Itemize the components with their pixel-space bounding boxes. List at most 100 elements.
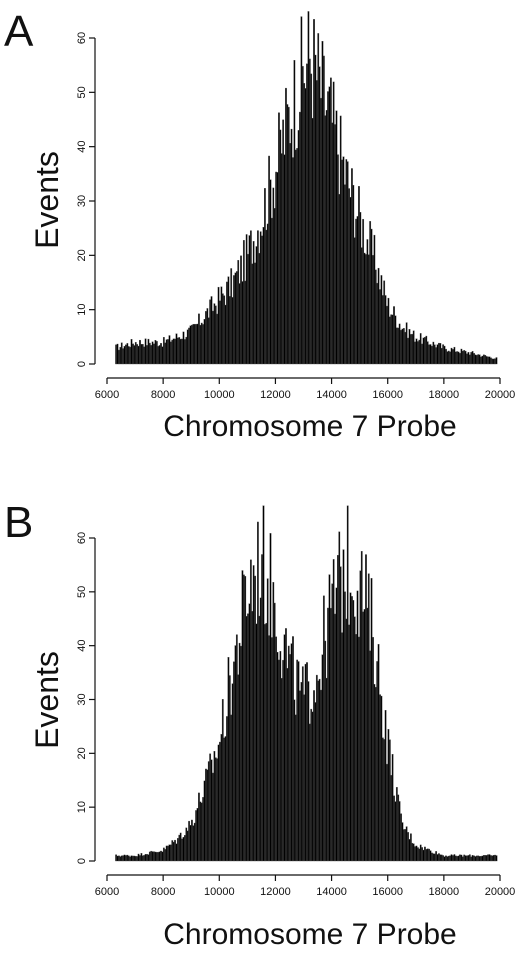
x-tick-label: 10000 bbox=[204, 886, 235, 898]
histogram-bar bbox=[263, 227, 264, 364]
histogram-bar bbox=[275, 637, 276, 861]
histogram-bar bbox=[406, 827, 407, 861]
x-tick-label: 12000 bbox=[260, 389, 291, 401]
histogram-bar bbox=[351, 596, 352, 861]
histogram-bar bbox=[179, 835, 180, 861]
histogram-bar bbox=[434, 854, 435, 861]
histogram-bar bbox=[167, 846, 168, 861]
histogram-bar bbox=[253, 241, 254, 364]
histogram-bar bbox=[271, 218, 272, 364]
histogram-bar bbox=[132, 344, 133, 364]
histogram-bar bbox=[236, 635, 237, 861]
histogram-bar bbox=[325, 116, 326, 364]
histogram-bar bbox=[160, 343, 161, 364]
histogram-bar bbox=[250, 231, 251, 364]
histogram-bar bbox=[396, 328, 397, 364]
histogram-bar bbox=[329, 87, 330, 364]
histogram-bar bbox=[343, 550, 344, 861]
histogram-bar bbox=[153, 344, 154, 364]
histogram-bar bbox=[280, 130, 281, 364]
histogram-bar bbox=[313, 690, 314, 861]
histogram-bar bbox=[444, 346, 445, 364]
histogram-bar bbox=[480, 856, 481, 861]
histogram-bar bbox=[395, 316, 396, 364]
histogram-bar bbox=[284, 635, 285, 861]
histogram-bar bbox=[388, 298, 389, 364]
histogram-bar bbox=[473, 856, 474, 861]
histogram-bar bbox=[461, 855, 462, 861]
histogram-bar bbox=[294, 60, 295, 364]
histogram-bar bbox=[226, 716, 227, 861]
histogram-bar bbox=[134, 856, 135, 861]
histogram-bar bbox=[362, 612, 363, 861]
histogram-bar bbox=[327, 608, 328, 861]
histogram-bar bbox=[181, 839, 182, 861]
histogram-bar bbox=[152, 342, 153, 364]
histogram-bar bbox=[287, 104, 288, 364]
histogram-bar bbox=[496, 856, 497, 861]
histogram-bar bbox=[301, 682, 302, 861]
histogram-bar bbox=[396, 787, 397, 861]
histogram-bar bbox=[125, 345, 126, 364]
histogram-bar bbox=[285, 88, 286, 364]
histogram-bar bbox=[270, 533, 271, 861]
histogram-bar bbox=[125, 855, 126, 861]
histogram-bar bbox=[267, 224, 268, 364]
histogram-bar bbox=[419, 340, 420, 364]
histogram-bar bbox=[458, 352, 459, 364]
histogram-bar bbox=[479, 856, 480, 861]
histogram-bar bbox=[132, 856, 133, 861]
histogram-bar bbox=[368, 255, 369, 364]
histogram-bar bbox=[184, 835, 185, 861]
histogram-bar bbox=[299, 112, 300, 364]
y-axis-a: 0 10 20 30 40 50 60 bbox=[76, 32, 95, 367]
histogram-bar bbox=[296, 660, 297, 861]
histogram-bar bbox=[127, 343, 128, 364]
histogram-bar bbox=[353, 185, 354, 364]
histogram-bar bbox=[214, 304, 215, 364]
histogram-bar bbox=[399, 801, 400, 861]
histogram-bar bbox=[250, 560, 251, 861]
histogram-bar bbox=[172, 340, 173, 364]
y-tick-label: 60 bbox=[76, 532, 88, 544]
histogram-bar bbox=[254, 576, 255, 861]
histogram-bar bbox=[475, 856, 476, 861]
histogram-bar bbox=[388, 729, 389, 861]
histogram-bar bbox=[167, 339, 168, 364]
histogram-bar bbox=[379, 289, 380, 364]
histogram-bar bbox=[281, 678, 282, 861]
histogram-bar bbox=[291, 129, 292, 364]
histogram-bar bbox=[131, 339, 132, 364]
histogram-bar bbox=[358, 186, 359, 364]
histogram-bar bbox=[277, 172, 278, 364]
histogram-bar bbox=[212, 311, 213, 364]
histogram-bar bbox=[455, 856, 456, 861]
histogram-bar bbox=[381, 696, 382, 861]
histogram-bar bbox=[494, 359, 495, 364]
histogram-bar bbox=[336, 111, 337, 364]
histogram-bar bbox=[441, 855, 442, 861]
histogram-bar bbox=[313, 19, 314, 364]
histogram-bar bbox=[391, 315, 392, 364]
histogram-bar bbox=[492, 856, 493, 861]
histogram-bar bbox=[472, 351, 473, 364]
histogram-bar bbox=[421, 344, 422, 364]
histogram-bar bbox=[174, 339, 175, 364]
histogram-bar bbox=[156, 341, 157, 364]
histogram-bar bbox=[280, 651, 281, 861]
histogram-bars-b bbox=[115, 506, 497, 861]
histogram-bar bbox=[259, 253, 260, 364]
histogram-bar bbox=[166, 846, 167, 861]
histogram-bar bbox=[451, 348, 452, 364]
histogram-bar bbox=[296, 148, 297, 364]
histogram-bar bbox=[191, 325, 192, 364]
histogram-bar bbox=[219, 301, 220, 364]
x-tick-label: 6000 bbox=[95, 886, 119, 898]
histogram-bar bbox=[361, 248, 362, 364]
histogram-bar bbox=[252, 611, 253, 861]
histogram-bar bbox=[257, 231, 258, 364]
histogram-bar bbox=[431, 853, 432, 861]
histogram-bar bbox=[306, 662, 307, 861]
histogram-bar bbox=[158, 346, 159, 364]
histogram-bar bbox=[162, 852, 163, 861]
